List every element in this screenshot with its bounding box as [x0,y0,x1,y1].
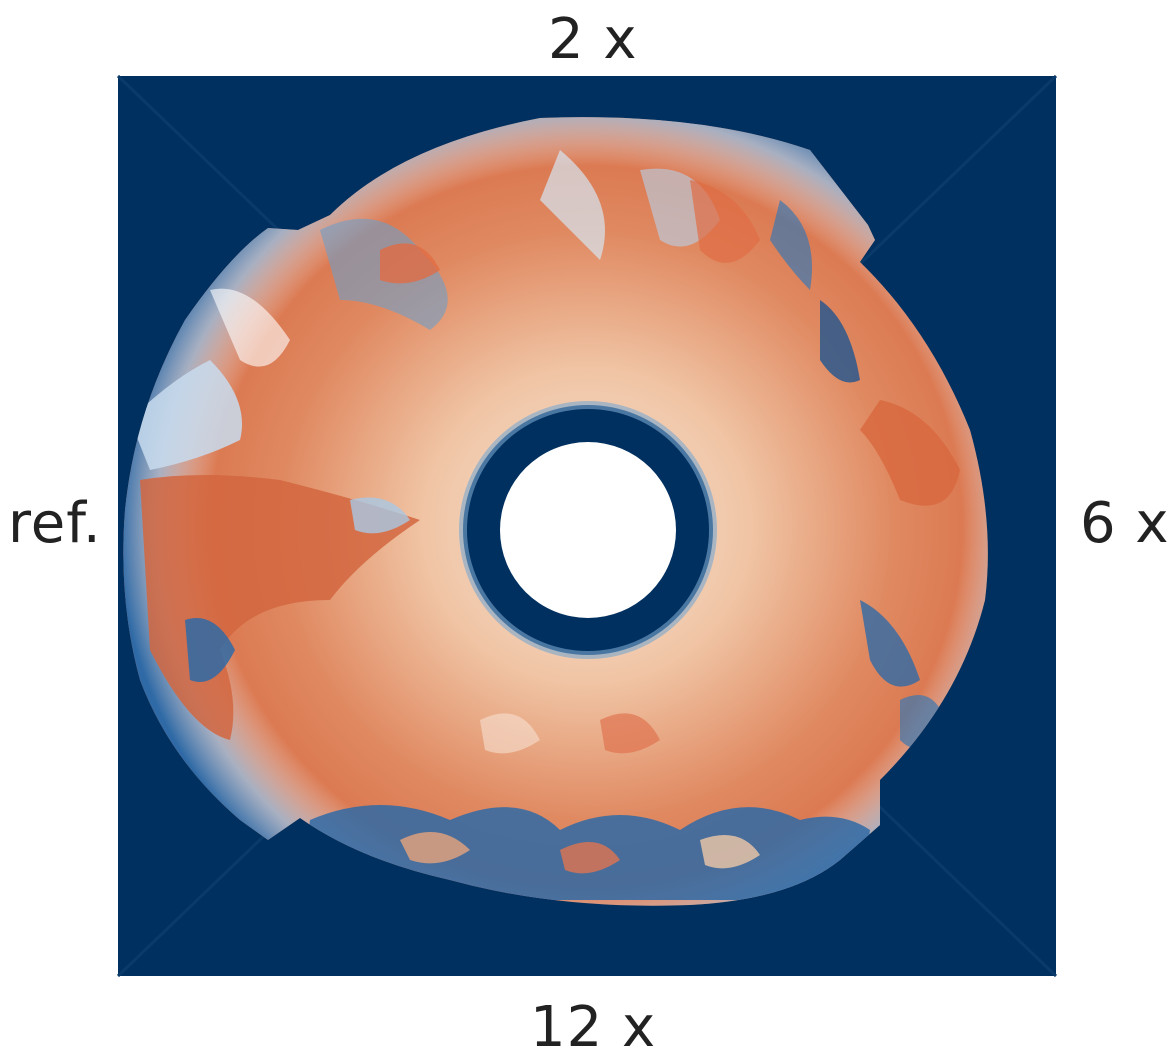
simulation-disk [123,117,988,906]
central-hole [500,442,676,618]
label-6x: 6 x [1080,491,1170,556]
label-12x: 12 x [530,995,657,1060]
label-ref: ref. [8,491,102,556]
label-2x: 2 x [548,7,638,72]
